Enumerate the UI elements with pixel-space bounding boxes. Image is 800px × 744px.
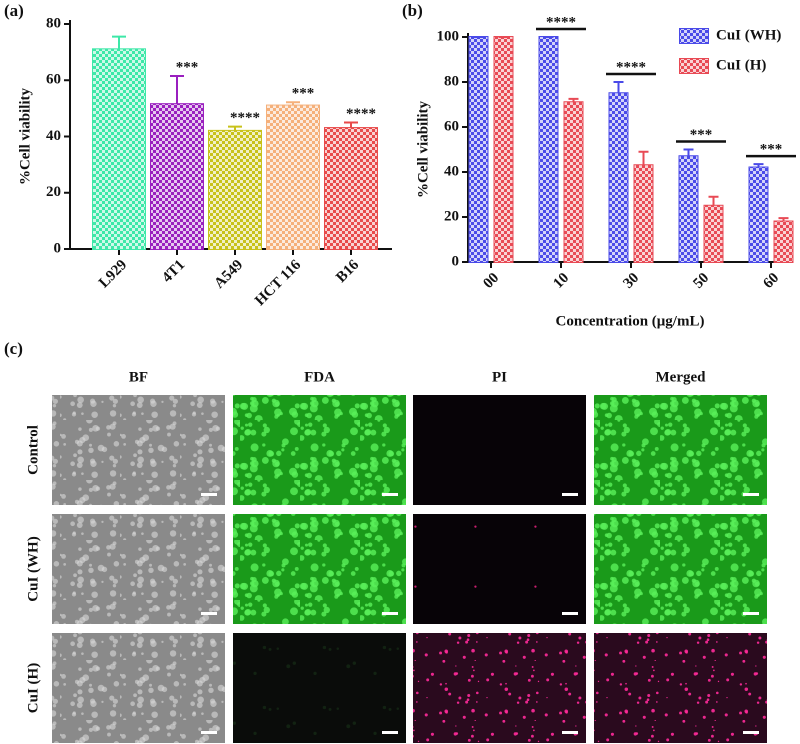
bar-texture [774, 221, 793, 262]
y-axis-label: %Cell viability [17, 87, 33, 185]
error-bar [708, 195, 719, 206]
significance-label: **** [546, 14, 576, 30]
x-tick-label: 30 [620, 270, 642, 292]
panel-label: (a) [4, 1, 24, 20]
scale-bar [562, 731, 578, 734]
bar-texture [609, 93, 628, 262]
bar-texture [209, 130, 261, 249]
y-tick-label: 40 [46, 128, 61, 144]
micrograph [594, 514, 767, 624]
significance-label: **** [230, 110, 260, 126]
scale-bar [562, 612, 578, 615]
bar-texture [679, 156, 698, 262]
scale-bar [382, 612, 398, 615]
micrograph [233, 514, 406, 624]
x-tick-label: A549 [211, 257, 246, 292]
row-label: CuI (H) [25, 663, 41, 713]
y-tick-label: 40 [444, 163, 459, 179]
micrograph [413, 633, 586, 743]
significance-label: *** [292, 86, 315, 102]
row-label: Control [25, 425, 41, 475]
scale-bar [201, 612, 217, 615]
scale-bar [382, 731, 398, 734]
y-tick-label: 80 [46, 15, 61, 31]
micrograph [413, 514, 586, 624]
legend-label: CuI (WH) [716, 27, 781, 43]
bar-texture [749, 167, 768, 262]
scale-bar [201, 493, 217, 496]
y-tick-label: 60 [444, 118, 459, 134]
column-header: FDA [304, 369, 335, 385]
x-tick-label: 10 [550, 270, 572, 292]
micrograph [233, 633, 406, 743]
error-bar [613, 81, 624, 94]
bar-texture [325, 128, 377, 249]
y-tick-label: 20 [46, 184, 61, 200]
significance-label: *** [760, 142, 783, 158]
significance-label: *** [690, 127, 713, 143]
error-bar [683, 148, 694, 157]
bar-texture [704, 205, 723, 262]
significance-label: **** [616, 59, 646, 75]
x-tick-label: 50 [690, 270, 712, 292]
x-tick-label: 60 [760, 270, 782, 292]
y-axis-label: %Cell viability [415, 100, 431, 198]
row-label: CuI (WH) [25, 536, 41, 601]
y-tick-label: 0 [452, 253, 460, 269]
scale-bar [743, 731, 759, 734]
scale-bar [562, 493, 578, 496]
bar-texture [267, 105, 319, 249]
error-bar [568, 97, 579, 103]
micrograph [594, 395, 767, 505]
micrograph [233, 395, 406, 505]
error-bar [286, 101, 300, 106]
error-bar [638, 150, 649, 166]
micrograph [594, 633, 767, 743]
y-tick-label: 80 [444, 73, 459, 89]
scale-bar [201, 731, 217, 734]
x-tick-label: 4T1 [159, 257, 188, 286]
column-header: Merged [656, 369, 707, 385]
scale-bar [743, 612, 759, 615]
y-tick-label: 0 [54, 240, 62, 256]
scale-bar [743, 493, 759, 496]
panel-label: (b) [402, 1, 423, 20]
legend-label: CuI (H) [716, 57, 766, 73]
significance-label: *** [176, 59, 199, 75]
micrograph [413, 395, 586, 505]
legend-swatch-texture [680, 59, 708, 73]
x-axis-label: Concentration (μg/mL) [556, 313, 705, 329]
micrograph [52, 514, 225, 624]
x-tick-label: B16 [333, 257, 362, 286]
bar-texture [469, 37, 488, 262]
x-tick-label: L929 [96, 257, 130, 291]
bar-texture [539, 37, 558, 262]
legend-swatch-texture [680, 29, 708, 43]
error-bar [344, 121, 358, 129]
error-bar [112, 35, 126, 50]
error-bar [170, 75, 184, 105]
column-header: BF [129, 369, 148, 385]
error-bar [753, 163, 764, 168]
bar-texture [151, 104, 203, 249]
column-header: PI [492, 369, 507, 385]
significance-label: **** [346, 106, 376, 122]
x-tick-label: HCT 116 [252, 257, 304, 309]
y-tick-label: 60 [46, 72, 61, 88]
error-bar [228, 125, 242, 131]
y-tick-label: 100 [437, 28, 460, 44]
bar-texture [494, 37, 513, 262]
x-tick-label: 00 [480, 270, 502, 292]
y-tick-label: 20 [444, 208, 459, 224]
error-bar [778, 217, 789, 222]
micrograph [52, 633, 225, 743]
bar-texture [564, 102, 583, 262]
panel-label: (c) [4, 339, 23, 358]
bar-texture [634, 165, 653, 262]
micrograph [52, 395, 225, 505]
bar-texture [93, 49, 145, 249]
scale-bar [382, 493, 398, 496]
